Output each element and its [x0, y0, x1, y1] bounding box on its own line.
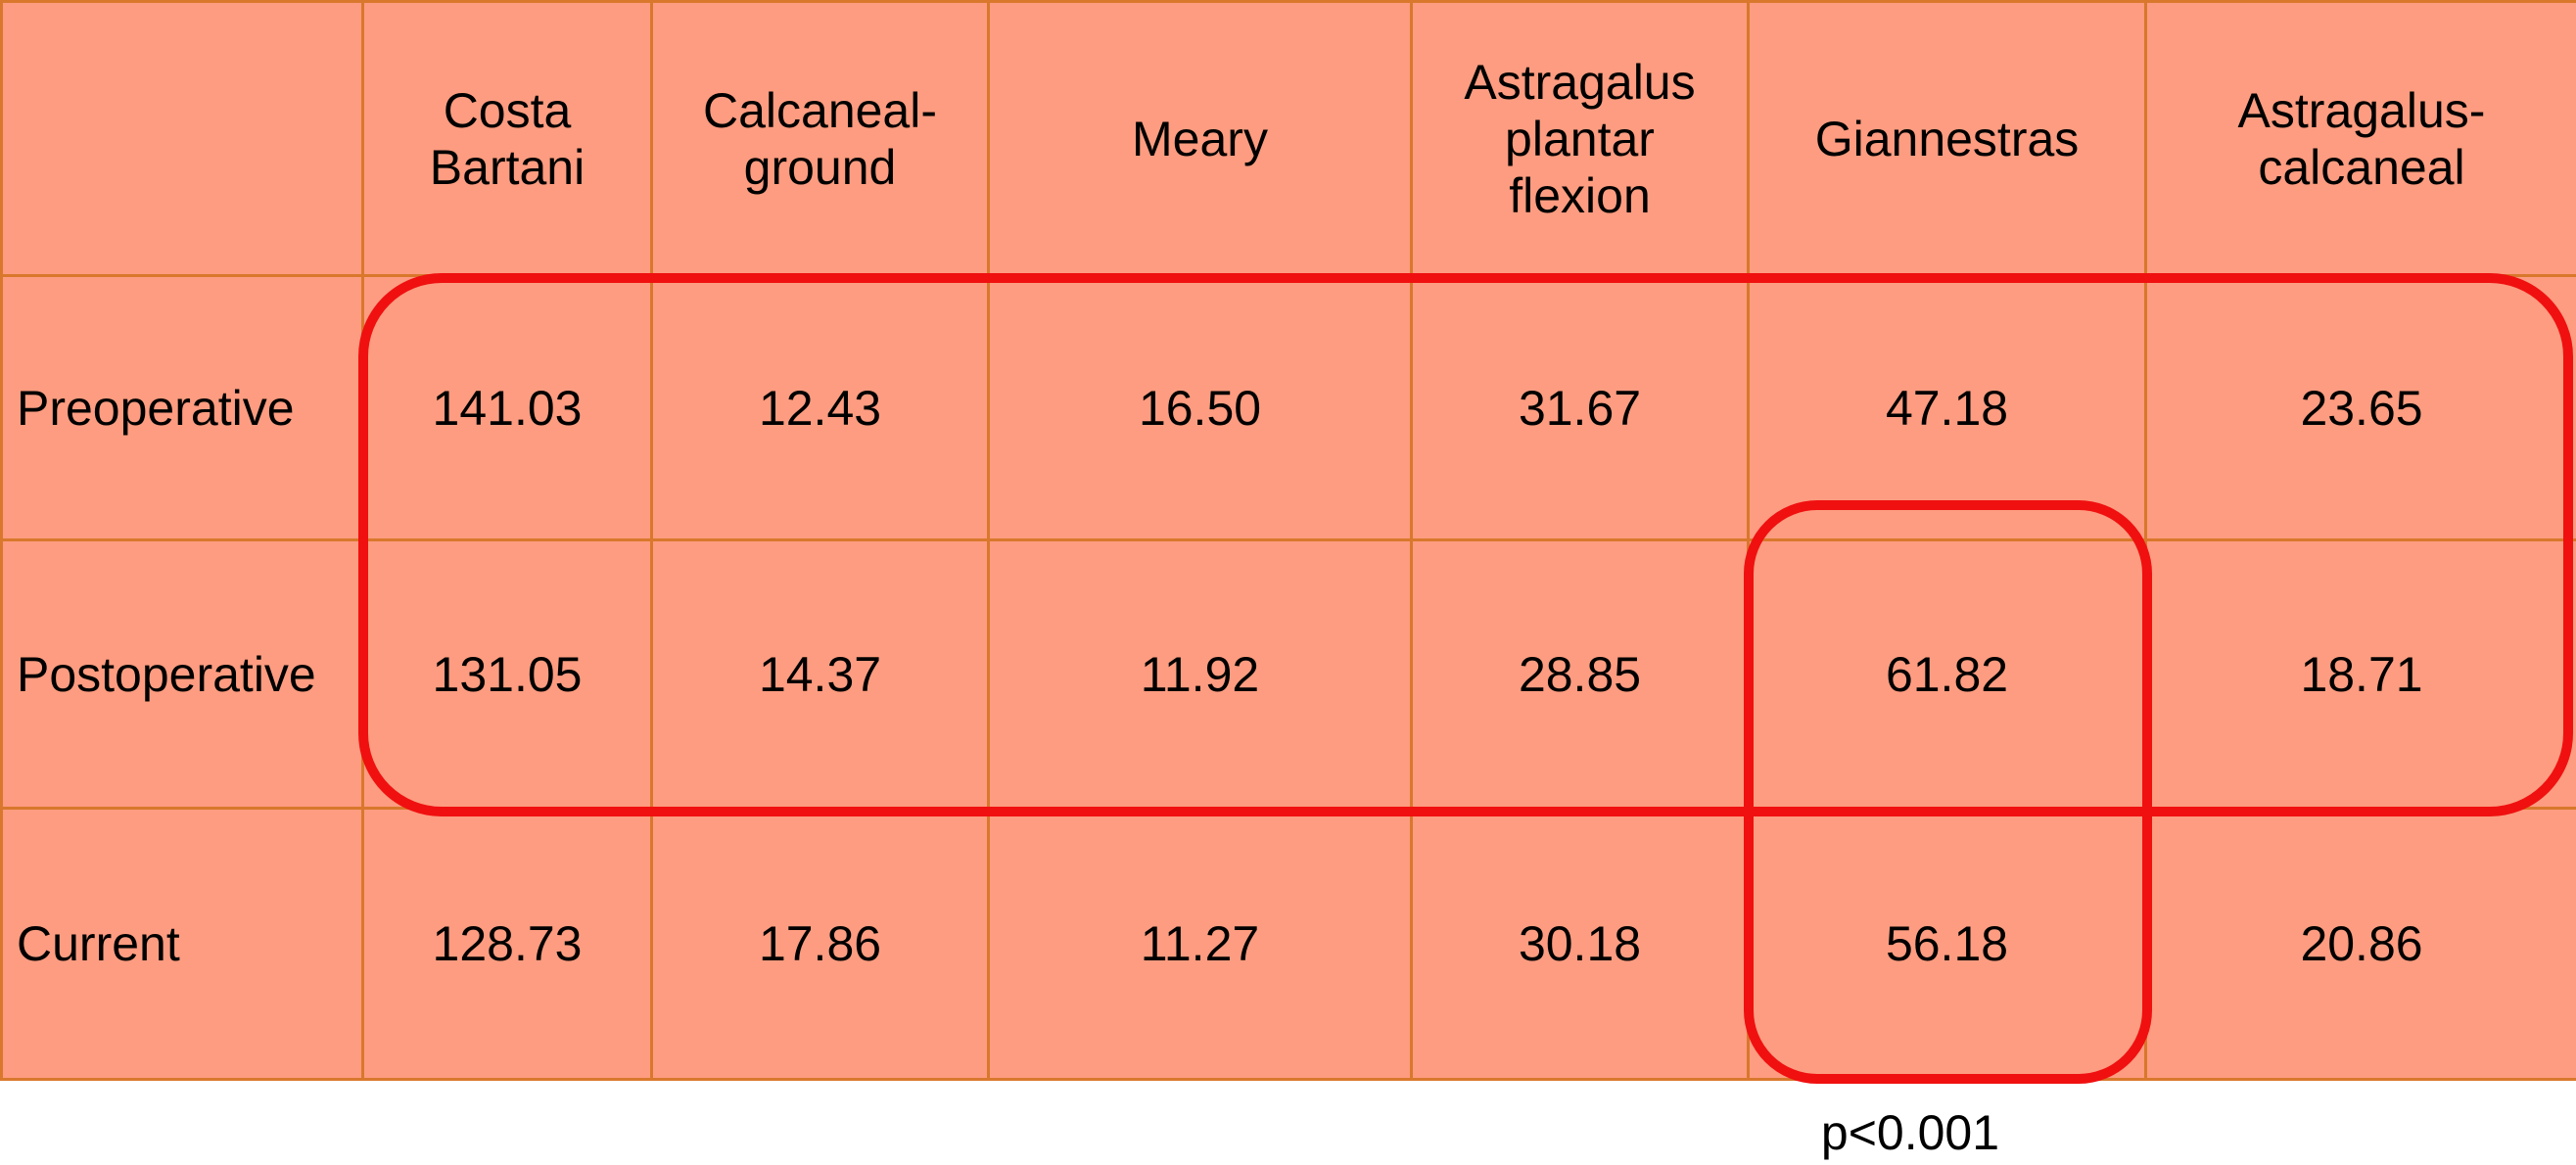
value-cell: 12.43: [650, 274, 990, 541]
header-line: Bartani: [429, 139, 585, 195]
column-header: Calcaneal-ground: [650, 0, 990, 277]
p-value-note: p<0.001: [1820, 1105, 2000, 1160]
data-row: Preoperative 141.03 12.43 16.50 31.67 47.18 23…: [0, 274, 2576, 541]
header-line: plantar: [1505, 111, 1655, 166]
column-header: Costa Bartani: [361, 0, 653, 277]
header-line: Costa: [443, 82, 572, 138]
column-header: Astragalus plantar flexion: [1410, 0, 1750, 277]
value-cell: 31.67: [1410, 274, 1750, 541]
value-cell: 61.82: [1747, 538, 2147, 810]
header-line: Giannestras: [1814, 111, 2080, 166]
column-header: Astragalus-calcaneal: [2144, 0, 2576, 277]
value-cell: 14.37: [650, 538, 990, 810]
value-cell: 11.27: [987, 807, 1413, 1081]
corner-cell: [0, 0, 364, 277]
data-table: Costa Bartani Calcaneal-ground Meary Astraga…: [0, 0, 2576, 1081]
row-label: Preoperative: [0, 274, 364, 541]
header-line: Meary: [1132, 111, 1268, 166]
data-row: Current 128.73 17.86 11.27 30.18 56.18 20.86: [0, 807, 2576, 1081]
header-line: Calcaneal-: [702, 82, 937, 138]
row-label: Current: [0, 807, 364, 1081]
row-label: Postoperative: [0, 538, 364, 810]
data-row: Postoperative 131.05 14.37 11.92 28.85 61.82 1…: [0, 538, 2576, 810]
header-line: ground: [743, 139, 897, 195]
header-line: calcaneal: [2258, 139, 2465, 195]
value-cell: 20.86: [2144, 807, 2576, 1081]
column-header: Meary: [987, 0, 1413, 277]
value-cell: 11.92: [987, 538, 1413, 810]
value-cell: 128.73: [361, 807, 653, 1081]
column-header: Giannestras: [1747, 0, 2147, 277]
header-row: Costa Bartani Calcaneal-ground Meary Astraga…: [0, 0, 2576, 277]
value-cell: 56.18: [1747, 807, 2147, 1081]
value-cell: 28.85: [1410, 538, 1750, 810]
value-cell: 16.50: [987, 274, 1413, 541]
value-cell: 17.86: [650, 807, 990, 1081]
value-cell: 47.18: [1747, 274, 2147, 541]
value-cell: 141.03: [361, 274, 653, 541]
header-line: flexion: [1509, 167, 1651, 223]
header-line: Astragalus: [1464, 54, 1696, 110]
value-cell: 30.18: [1410, 807, 1750, 1081]
value-cell: 18.71: [2144, 538, 2576, 810]
value-cell: 23.65: [2144, 274, 2576, 541]
value-cell: 131.05: [361, 538, 653, 810]
header-line: Astragalus-: [2237, 82, 2486, 138]
